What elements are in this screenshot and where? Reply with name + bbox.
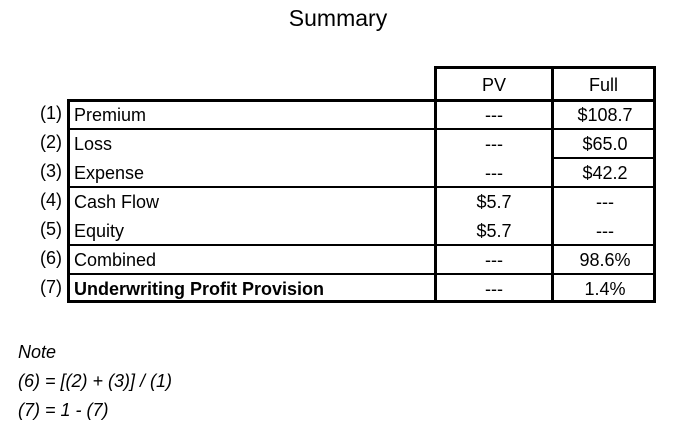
notes: Note (6) = [(2) + (3)] / (1) (7) = 1 - (… [18,338,172,425]
full-value: 98.6% [579,250,631,270]
table-rule [70,273,653,275]
summary-table [67,99,656,303]
pv-value: --- [485,105,503,125]
column-header-full: Full [551,66,656,102]
pv-value: $5.7 [476,221,512,241]
note-heading: Note [18,342,57,362]
column-header-pv: PV [434,66,554,102]
table-row: Combined --- 98.6% [70,246,653,275]
row-label: Underwriting Profit Provision [74,279,325,299]
table-row: Equity $5.7 --- [70,217,653,246]
table-divider [434,99,437,303]
row-number: (3) [40,161,62,181]
row-label: Equity [74,221,125,241]
table-row: Expense --- $42.2 [70,159,653,188]
table-divider [551,99,554,303]
row-number: (6) [40,248,62,268]
row-number: (1) [40,103,62,123]
table-rule [554,157,653,159]
row-number: (4) [40,190,62,210]
pv-value: --- [485,250,503,270]
full-value: --- [596,192,614,212]
table-row: Underwriting Profit Provision --- 1.4% [70,275,653,304]
full-value: 1.4% [584,279,626,299]
row-number: (7) [40,277,62,297]
pv-value: --- [485,134,503,154]
row-label: Premium [74,105,147,125]
pv-value: --- [485,279,503,299]
table-row: Premium --- $108.7 [70,101,653,130]
note-line: (7) = 1 - (7) [18,400,109,420]
table-rule [70,186,653,188]
table-rule [70,244,653,246]
full-value: --- [596,221,614,241]
table-row: Cash Flow $5.7 --- [70,188,653,217]
row-label: Loss [74,134,113,154]
row-numbers: (1) (2) (3) (4) (5) (6) (7) [18,99,62,302]
table-rule [70,128,653,130]
row-number: (2) [40,132,62,152]
pv-value: $5.7 [476,192,512,212]
note-line: (6) = [(2) + (3)] / (1) [18,371,173,391]
full-value: $65.0 [582,134,628,154]
page-title: Summary [288,5,388,31]
pv-value: --- [485,163,503,183]
row-label: Cash Flow [74,192,160,212]
full-value: $42.2 [582,163,628,183]
table-row: Loss --- $65.0 [70,130,653,159]
row-label: Combined [74,250,157,270]
full-value: $108.7 [577,105,633,125]
row-number: (5) [40,219,62,239]
row-label: Expense [74,163,145,183]
